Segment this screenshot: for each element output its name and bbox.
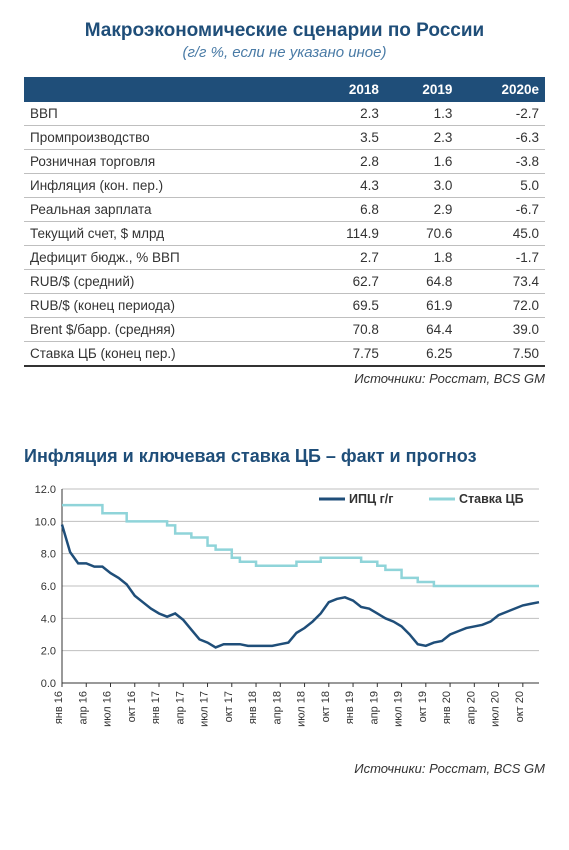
table-cell: Инфляция (кон. пер.) [24,174,307,198]
table-cell: 7.50 [458,342,545,367]
table-cell: 45.0 [458,222,545,246]
table-cell: -3.8 [458,150,545,174]
table-row: Промпроизводство3.52.3-6.3 [24,126,545,150]
y-tick-label: 12.0 [35,484,56,496]
table-row: ВВП2.31.3-2.7 [24,102,545,126]
table-cell: 2.9 [385,198,458,222]
table-cell: Текущий счет, $ млрд [24,222,307,246]
table-cell: ВВП [24,102,307,126]
table-cell: 39.0 [458,318,545,342]
table-cell: Ставка ЦБ (конец пер.) [24,342,307,367]
series-rate [62,505,539,586]
table-cell: 69.5 [307,294,385,318]
table-row: Розничная торговля2.81.6-3.8 [24,150,545,174]
table-cell: 2.3 [385,126,458,150]
x-tick-label: апр 19 [368,691,380,724]
macro-table: 201820192020e ВВП2.31.3-2.7Промпроизводс… [24,77,545,367]
table-cell: Розничная торговля [24,150,307,174]
table-cell: 62.7 [307,270,385,294]
x-tick-label: окт 19 [417,691,429,722]
x-tick-label: июл 20 [490,691,502,727]
table-cell: Промпроизводство [24,126,307,150]
table-cell: 1.6 [385,150,458,174]
table-cell: RUB/$ (конец периода) [24,294,307,318]
table-header-cell [24,77,307,102]
x-tick-label: апр 18 [271,691,283,724]
table-row: Ставка ЦБ (конец пер.)7.756.257.50 [24,342,545,367]
x-tick-label: янв 18 [247,691,259,724]
table-row: Brent $/барр. (средняя)70.864.439.0 [24,318,545,342]
table-cell: 1.3 [385,102,458,126]
table-row: Дефицит бюдж., % ВВП2.71.8-1.7 [24,246,545,270]
table-cell: 2.8 [307,150,385,174]
table-cell: 4.3 [307,174,385,198]
y-tick-label: 8.0 [41,549,56,561]
table-cell: 61.9 [385,294,458,318]
x-tick-label: июл 18 [296,691,308,727]
table-cell: 72.0 [458,294,545,318]
table-subtitle: (г/г %, если не указано иное) [24,44,545,61]
x-tick-label: окт 16 [126,691,138,722]
table-cell: 73.4 [458,270,545,294]
table-cell: -1.7 [458,246,545,270]
table-row: Текущий счет, $ млрд114.970.645.0 [24,222,545,246]
y-tick-label: 10.0 [35,516,56,528]
x-tick-label: июл 16 [102,691,114,727]
table-cell: 6.8 [307,198,385,222]
x-tick-label: июл 19 [393,691,405,727]
x-tick-label: окт 18 [320,691,332,722]
table-cell: 3.5 [307,126,385,150]
table-cell: 5.0 [458,174,545,198]
legend-label: ИПЦ г/г [349,492,393,506]
chart-source: Источники: Росстат, BCS GM [24,761,545,776]
table-cell: 3.0 [385,174,458,198]
y-tick-label: 6.0 [41,581,56,593]
x-tick-label: апр 20 [465,691,477,724]
table-source: Источники: Росстат, BCS GM [24,371,545,386]
x-tick-label: янв 20 [441,691,453,724]
x-tick-label: июл 17 [199,691,211,727]
table-cell: -6.3 [458,126,545,150]
table-cell: 64.4 [385,318,458,342]
x-tick-label: окт 17 [223,691,235,722]
x-tick-label: апр 16 [77,691,89,724]
x-tick-label: янв 17 [150,691,162,724]
table-cell: 2.7 [307,246,385,270]
table-cell: 2.3 [307,102,385,126]
table-cell: 7.75 [307,342,385,367]
table-row: RUB/$ (конец периода)69.561.972.0 [24,294,545,318]
table-cell: Реальная зарплата [24,198,307,222]
table-cell: Дефицит бюдж., % ВВП [24,246,307,270]
table-header-cell: 2019 [385,77,458,102]
x-tick-label: янв 19 [344,691,356,724]
y-tick-label: 0.0 [41,678,56,690]
table-cell: -6.7 [458,198,545,222]
legend-label: Ставка ЦБ [459,492,524,506]
x-tick-label: апр 17 [174,691,186,724]
x-tick-label: окт 20 [514,691,526,722]
line-chart: 0.0 2.0 4.0 6.0 8.0 10.0 12.0 янв 16 апр 16 июл 1… [24,481,545,741]
table-cell: 1.8 [385,246,458,270]
table-cell: 64.8 [385,270,458,294]
y-tick-label: 2.0 [41,646,56,658]
table-title: Макроэкономические сценарии по России [24,20,545,42]
table-cell: 70.6 [385,222,458,246]
table-row: Инфляция (кон. пер.)4.33.05.0 [24,174,545,198]
table-header-cell: 2020e [458,77,545,102]
table-cell: 70.8 [307,318,385,342]
table-header-cell: 2018 [307,77,385,102]
table-cell: 114.9 [307,222,385,246]
table-row: Реальная зарплата6.82.9-6.7 [24,198,545,222]
y-tick-label: 4.0 [41,613,56,625]
table-cell: 6.25 [385,342,458,367]
table-cell: RUB/$ (средний) [24,270,307,294]
x-tick-label: янв 16 [53,691,65,724]
table-row: RUB/$ (средний)62.764.873.4 [24,270,545,294]
chart-title: Инфляция и ключевая ставка ЦБ – факт и п… [24,446,545,467]
table-cell: -2.7 [458,102,545,126]
table-cell: Brent $/барр. (средняя) [24,318,307,342]
